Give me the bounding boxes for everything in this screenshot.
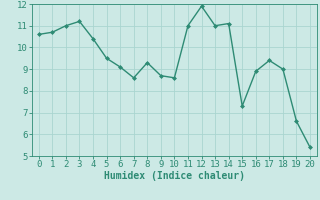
X-axis label: Humidex (Indice chaleur): Humidex (Indice chaleur) — [104, 171, 245, 181]
